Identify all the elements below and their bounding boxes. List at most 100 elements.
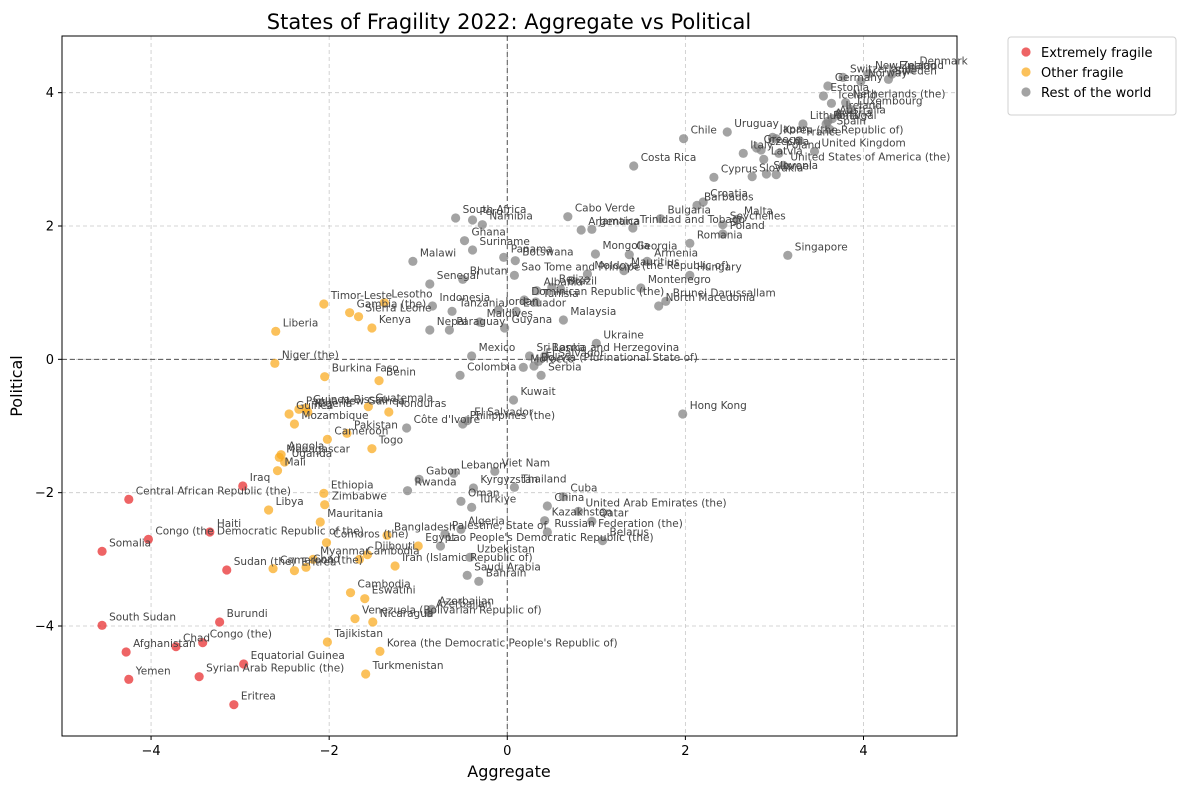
point-label: Cameroon — [334, 425, 388, 437]
point-label: Chad — [183, 633, 210, 645]
point-2 — [542, 527, 552, 537]
point-label: Lebanon — [461, 459, 506, 471]
point-2 — [536, 370, 546, 380]
point-1 — [301, 562, 311, 572]
point-2 — [619, 266, 629, 276]
point-2 — [402, 486, 413, 496]
point-label: Kuwait — [521, 386, 556, 398]
point-label: Bangladesh — [394, 521, 456, 533]
point-2 — [500, 323, 510, 333]
point-label: Peru — [480, 206, 503, 218]
point-label: Hong Kong — [690, 400, 747, 412]
point-label: Croatia — [710, 188, 748, 200]
point-label: Serbia — [548, 361, 581, 373]
point-label: Iraq — [250, 472, 271, 484]
point-2 — [678, 409, 688, 419]
point-2 — [591, 338, 601, 348]
point-label: Cambodia — [366, 545, 419, 557]
point-label: Romania — [697, 229, 743, 241]
point-1 — [363, 402, 373, 412]
point-1 — [268, 564, 278, 574]
point-label: Nicaragua — [380, 608, 433, 620]
y-tick-label: 4 — [46, 86, 54, 101]
point-2 — [718, 229, 728, 239]
point-label: Ghana — [472, 227, 506, 239]
point-label: Poland — [730, 220, 765, 232]
point-label: Honduras — [396, 398, 447, 410]
point-1 — [289, 566, 300, 576]
point-label: Libya — [276, 496, 304, 508]
legend-marker — [1021, 87, 1031, 97]
point-label: Thailand — [520, 473, 566, 485]
point-2 — [597, 536, 608, 546]
point-label: Armenia — [654, 247, 698, 259]
point-1 — [270, 358, 280, 368]
point-label: Congo (the Democratic Republic of the) — [155, 525, 363, 537]
point-label: Türkiye — [478, 493, 517, 505]
point-1 — [322, 434, 332, 444]
point-2 — [759, 154, 769, 164]
point-label: Netherlands (the) — [853, 89, 946, 101]
point-label: Tajikistan — [333, 628, 383, 640]
x-tick-label: 0 — [503, 744, 511, 759]
point-1 — [308, 554, 318, 564]
point-label: Colombia — [467, 361, 516, 373]
point-1 — [319, 488, 329, 498]
point-label: Sudan (the) — [234, 556, 296, 568]
point-label: Djibouti — [374, 541, 415, 553]
y-tick-label: −4 — [35, 620, 54, 635]
y-axis-title: Political — [7, 355, 26, 417]
point-1 — [354, 554, 365, 564]
point-label: Sri Lanka — [537, 342, 586, 354]
point-2 — [444, 325, 454, 335]
point-label: Luxembourg — [857, 95, 922, 107]
point-label: Eritrea — [241, 691, 276, 703]
point-label: Belarus — [610, 527, 649, 539]
point-label: Greece — [764, 134, 801, 146]
point-1 — [272, 466, 283, 476]
point-label: Ukraine — [603, 329, 644, 341]
x-tick-label: −2 — [320, 744, 339, 759]
point-label: Ecuador — [523, 297, 567, 309]
point-2 — [654, 301, 664, 311]
point-label: Afghanistan — [133, 638, 196, 650]
data-points — [97, 64, 918, 710]
point-2 — [465, 552, 475, 562]
point-2 — [636, 283, 646, 293]
point-label: Sierra Leone — [366, 303, 432, 315]
point-2 — [783, 250, 793, 260]
point-label: China — [554, 492, 584, 504]
point-label: Haiti — [217, 518, 241, 530]
point-2 — [661, 296, 671, 306]
point-2 — [826, 98, 837, 108]
point-label: Korea (the Democratic People's Republic … — [387, 637, 618, 649]
point-1 — [368, 617, 378, 627]
point-2 — [576, 225, 586, 235]
point-label: Venezuela (Bolivarian Republic of) — [362, 605, 542, 617]
legend-label: Rest of the world — [1041, 86, 1151, 101]
point-label: Paraguay — [456, 316, 505, 328]
point-label: North Macedonia — [666, 292, 756, 304]
point-label: Palestine, State of — [452, 520, 548, 532]
point-2 — [692, 200, 702, 210]
point-label: El Salvador — [474, 407, 534, 419]
point-0 — [229, 700, 239, 710]
point-label: Belize — [559, 273, 590, 285]
point-label: Finland — [899, 60, 937, 72]
point-label: Georgia — [636, 241, 677, 253]
point-label: Philippines (the) — [470, 410, 555, 422]
point-label: Uzbekistan — [477, 543, 535, 555]
point-label: Myanmar — [320, 545, 370, 557]
point-label: Russian Federation (the) — [554, 518, 682, 530]
point-label: United Arab Emirates (the) — [586, 497, 727, 509]
point-label: Lithuania — [810, 110, 859, 122]
point-label: Suriname — [480, 236, 530, 248]
point-2 — [838, 72, 848, 82]
point-2 — [402, 423, 412, 433]
legend-label: Extremely fragile — [1041, 46, 1153, 61]
point-2 — [582, 269, 593, 279]
x-tick-label: 2 — [681, 744, 689, 759]
legend-marker — [1021, 67, 1031, 77]
point-1 — [345, 588, 356, 598]
